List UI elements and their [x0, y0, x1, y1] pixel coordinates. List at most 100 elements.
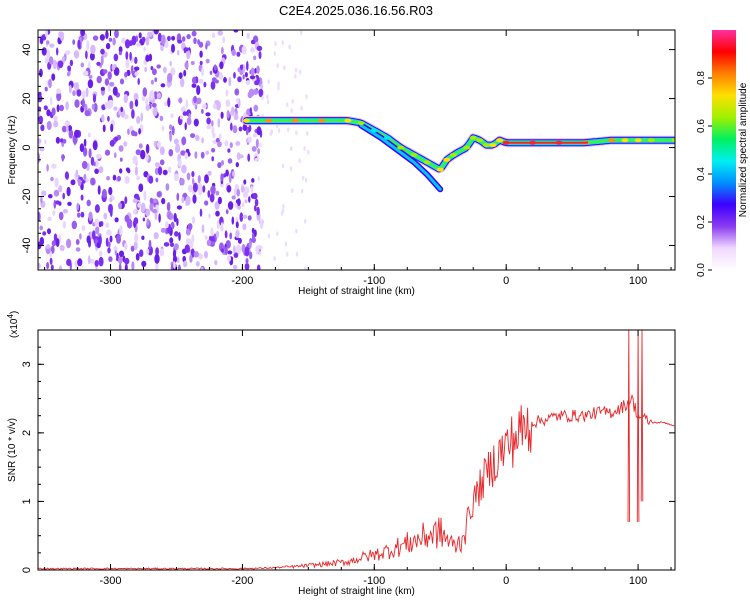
noise-point: [245, 199, 248, 203]
noise-point: [185, 122, 187, 130]
noise-point: [228, 158, 233, 163]
noise-point: [105, 30, 108, 39]
noise-point: [191, 234, 194, 243]
noise-point: [72, 39, 75, 45]
noise-point: [173, 255, 177, 262]
noise-point: [282, 40, 284, 45]
noise-point: [136, 149, 141, 155]
noise-point: [119, 168, 122, 173]
noise-point: [201, 109, 204, 114]
noise-point: [198, 79, 203, 84]
noise-point: [160, 45, 163, 51]
noise-point: [83, 70, 89, 76]
noise-point: [80, 143, 84, 152]
noise-point: [66, 259, 71, 266]
noise-point: [221, 222, 224, 230]
signal-track-band: [246, 121, 673, 169]
noise-point: [123, 141, 127, 146]
noise-point: [213, 104, 217, 109]
x-tick-label: 100: [629, 275, 647, 287]
noise-point: [273, 256, 275, 261]
noise-point: [196, 261, 200, 267]
noise-point: [235, 141, 240, 146]
noise-point: [112, 38, 116, 46]
noise-point: [170, 242, 174, 247]
noise-point: [125, 60, 129, 69]
noise-point: [105, 150, 110, 156]
noise-point: [282, 204, 284, 209]
noise-point: [46, 164, 49, 172]
noise-point: [56, 238, 60, 247]
noise-point: [99, 257, 104, 267]
noise-point: [62, 126, 67, 133]
noise-point: [256, 139, 259, 148]
noise-point: [226, 101, 231, 107]
signal-point: [344, 119, 351, 123]
noise-point: [234, 88, 239, 95]
noise-point: [247, 154, 250, 162]
noise-point: [139, 32, 142, 38]
noise-point: [139, 143, 143, 148]
noise-point: [49, 44, 54, 48]
noise-point: [215, 211, 220, 217]
noise-point: [242, 223, 246, 230]
noise-point: [58, 60, 63, 68]
noise-point: [153, 106, 158, 116]
noise-point: [107, 116, 110, 122]
signal-point: [621, 138, 628, 142]
noise-point: [145, 36, 149, 45]
noise-point: [246, 61, 249, 71]
noise-point: [157, 141, 161, 148]
noise-point: [253, 89, 259, 95]
noise-point: [172, 126, 175, 136]
noise-point: [112, 65, 116, 71]
signal-point: [463, 146, 470, 150]
noise-point: [88, 133, 91, 138]
noise-point: [233, 125, 238, 133]
noise-point: [197, 98, 202, 105]
noise-point: [274, 41, 276, 46]
noise-point: [166, 183, 170, 191]
noise-point: [49, 56, 54, 64]
noise-point: [66, 125, 69, 133]
noise-point: [146, 218, 149, 225]
noise-point: [202, 185, 205, 192]
noise-point: [300, 106, 302, 111]
noise-point: [106, 176, 110, 180]
noise-point: [186, 34, 190, 39]
noise-point: [36, 107, 41, 111]
noise-point: [183, 261, 187, 268]
noise-point: [59, 265, 62, 273]
noise-point: [274, 51, 276, 56]
noise-point: [114, 54, 119, 62]
noise-point: [85, 50, 88, 59]
noise-point: [177, 205, 182, 209]
x-axis-label: Height of straight line (km): [298, 286, 415, 297]
noise-point: [119, 145, 124, 152]
noise-point: [162, 125, 165, 131]
noise-point: [241, 186, 245, 193]
noise-point: [176, 193, 179, 201]
noise-point: [114, 152, 117, 158]
noise-point: [142, 37, 146, 43]
noise-point: [185, 152, 189, 159]
noise-point: [50, 177, 54, 182]
noise-point: [48, 79, 52, 88]
noise-point: [201, 137, 204, 143]
noise-point: [67, 187, 71, 196]
noise-point: [185, 244, 190, 252]
noise-point: [207, 240, 211, 247]
x-tick-label: 100: [629, 575, 647, 587]
noise-point: [113, 246, 117, 251]
noise-point: [183, 47, 188, 51]
noise-point: [131, 246, 135, 252]
noise-point: [267, 79, 269, 84]
noise-point: [50, 97, 53, 105]
noise-point: [259, 251, 261, 256]
y-tick-label: 40: [21, 43, 33, 55]
noise-point: [113, 107, 117, 111]
noise-point: [299, 70, 301, 75]
noise-point: [198, 175, 201, 183]
signal-branch: [361, 126, 440, 190]
noise-point: [183, 70, 186, 77]
